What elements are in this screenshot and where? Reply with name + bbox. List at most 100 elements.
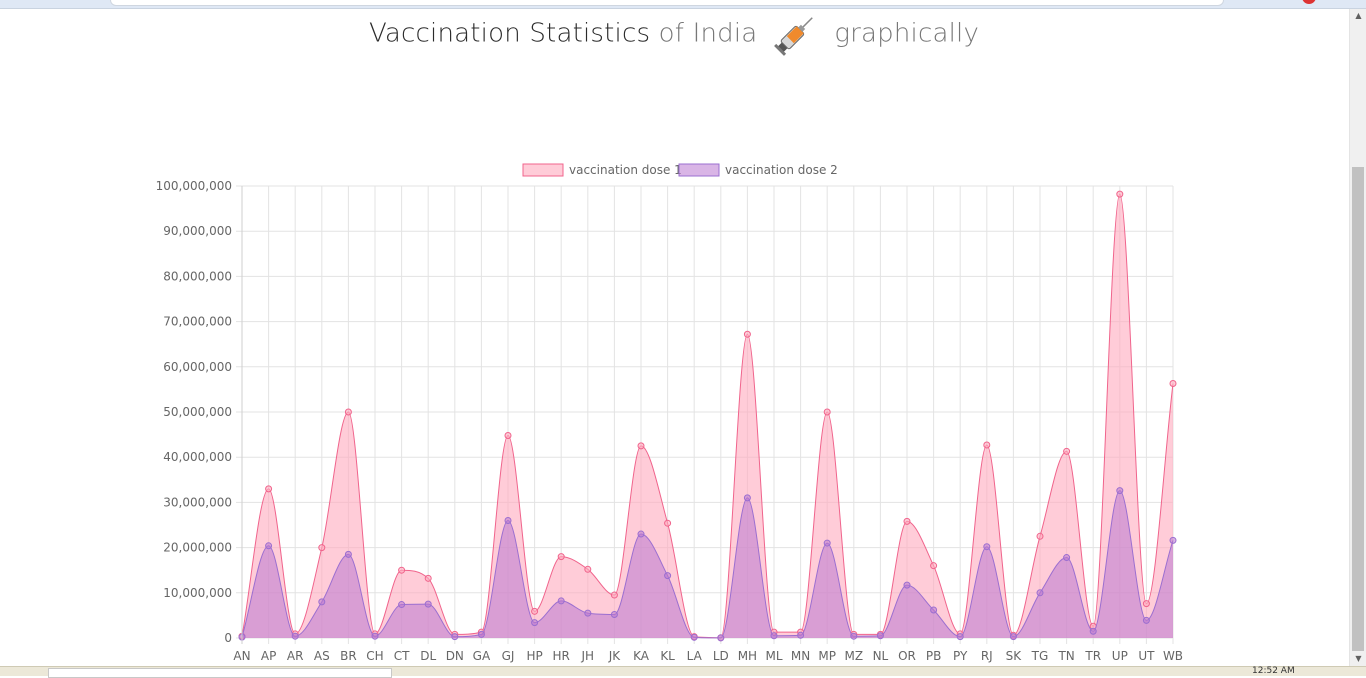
taskbar-window-button[interactable]	[48, 668, 392, 678]
y-tick-label: 10,000,000	[163, 586, 232, 600]
taskbar-clock: 12:52 AM	[1252, 666, 1295, 676]
legend-swatch-dose-1	[522, 163, 564, 177]
data-point-dose-1	[903, 517, 911, 525]
x-tick-label: PY	[953, 649, 968, 663]
syringe-icon	[773, 17, 813, 56]
data-point-dose-1	[823, 408, 831, 416]
data-point-dose-1	[1142, 600, 1150, 608]
y-tick-label: 100,000,000	[156, 179, 232, 193]
y-tick-label: 20,000,000	[163, 541, 232, 555]
x-tick-label: HR	[553, 649, 570, 663]
series-area-dose-2	[242, 490, 1173, 638]
x-tick-label: MN	[791, 649, 810, 663]
x-tick-label: HP	[526, 649, 542, 663]
data-point-dose-2	[876, 632, 884, 640]
data-point-dose-2	[451, 633, 459, 641]
series-area-dose-1	[242, 194, 1173, 639]
data-point-dose-2	[265, 542, 273, 550]
data-point-dose-2	[344, 550, 352, 558]
x-tick-label: JH	[581, 649, 595, 663]
data-point-dose-1	[930, 562, 938, 570]
x-tick-label: TN	[1057, 649, 1074, 663]
x-tick-label: TR	[1084, 649, 1101, 663]
y-tick-label: 90,000,000	[163, 224, 232, 238]
data-point-dose-2	[1089, 627, 1097, 635]
data-point-dose-2	[823, 539, 831, 547]
data-point-dose-1	[504, 432, 512, 440]
data-point-dose-2	[743, 494, 751, 502]
data-point-dose-1	[664, 519, 672, 527]
x-tick-label: AP	[261, 649, 276, 663]
data-point-dose-2	[1116, 487, 1124, 495]
data-point-dose-1	[1036, 532, 1044, 540]
x-tick-label: AN	[233, 649, 250, 663]
data-point-dose-1	[610, 591, 618, 599]
x-tick-label: LA	[687, 649, 703, 663]
x-tick-label: GA	[473, 649, 491, 663]
x-tick-label: DL	[420, 649, 436, 663]
data-point-dose-2	[983, 543, 991, 551]
data-point-dose-2	[584, 609, 592, 617]
x-tick-label: TG	[1031, 649, 1049, 663]
data-point-dose-2	[477, 630, 485, 638]
legend-swatch-dose-2	[678, 163, 720, 177]
x-tick-label: MP	[818, 649, 836, 663]
x-tick-label: AS	[314, 649, 330, 663]
data-point-dose-1	[344, 408, 352, 416]
data-point-dose-2	[956, 633, 964, 641]
x-tick-label: KA	[633, 649, 650, 663]
y-tick-label: 80,000,000	[163, 269, 232, 283]
x-tick-label: WB	[1163, 649, 1183, 663]
data-point-dose-1	[983, 441, 991, 449]
scroll-down-arrow-icon[interactable]: ▼	[1355, 654, 1362, 663]
data-point-dose-1	[1169, 380, 1177, 388]
x-tick-label: PB	[926, 649, 941, 663]
vertical-scrollbar[interactable]: ▲ ▼	[1349, 9, 1366, 666]
data-point-dose-2	[903, 581, 911, 589]
browser-icon	[1302, 0, 1316, 4]
scrollbar-thumb[interactable]	[1352, 167, 1364, 651]
data-point-dose-1	[584, 565, 592, 573]
data-point-dose-2	[690, 633, 698, 641]
x-tick-label: RJ	[981, 649, 993, 663]
data-point-dose-2	[1036, 589, 1044, 597]
x-tick-label: UP	[1112, 649, 1128, 663]
y-tick-label: 60,000,000	[163, 360, 232, 374]
x-tick-label: SK	[1006, 649, 1023, 663]
x-tick-label: BR	[340, 649, 357, 663]
data-point-dose-2	[291, 632, 299, 640]
x-tick-label: JK	[608, 649, 622, 663]
data-point-dose-1	[318, 544, 326, 552]
x-tick-label: OR	[898, 649, 916, 663]
title-light-graphically: graphically	[834, 18, 980, 49]
data-point-dose-2	[1009, 633, 1017, 641]
legend-label-dose-1: vaccination dose 1	[569, 163, 682, 177]
data-point-dose-1	[557, 553, 565, 561]
x-tick-label: NL	[873, 649, 889, 663]
y-tick-label: 30,000,000	[163, 495, 232, 509]
page-title: Vaccination Statistics of India graphica…	[0, 12, 1348, 56]
x-tick-label: MH	[738, 649, 757, 663]
x-tick-label: LD	[713, 649, 729, 663]
data-point-dose-2	[1142, 616, 1150, 624]
legend-label-dose-2: vaccination dose 2	[725, 163, 838, 177]
data-point-dose-1	[265, 485, 273, 493]
data-point-dose-2	[1063, 554, 1071, 562]
data-point-dose-1	[398, 566, 406, 574]
title-light-of-india: of India	[658, 18, 758, 49]
x-tick-label: UT	[1138, 649, 1155, 663]
data-point-dose-2	[770, 632, 778, 640]
x-tick-label: CT	[394, 649, 410, 663]
y-tick-label: 70,000,000	[163, 315, 232, 329]
scroll-up-arrow-icon[interactable]: ▲	[1355, 11, 1362, 20]
data-point-dose-1	[637, 442, 645, 450]
data-point-dose-1	[424, 574, 432, 582]
x-tick-label: KL	[660, 649, 675, 663]
data-point-dose-2	[398, 601, 406, 609]
data-point-dose-2	[1169, 536, 1177, 544]
data-point-dose-2	[531, 619, 539, 627]
data-point-dose-1	[1116, 190, 1124, 198]
data-point-dose-1	[531, 607, 539, 615]
data-point-dose-2	[504, 516, 512, 524]
x-tick-label: ML	[765, 649, 782, 663]
